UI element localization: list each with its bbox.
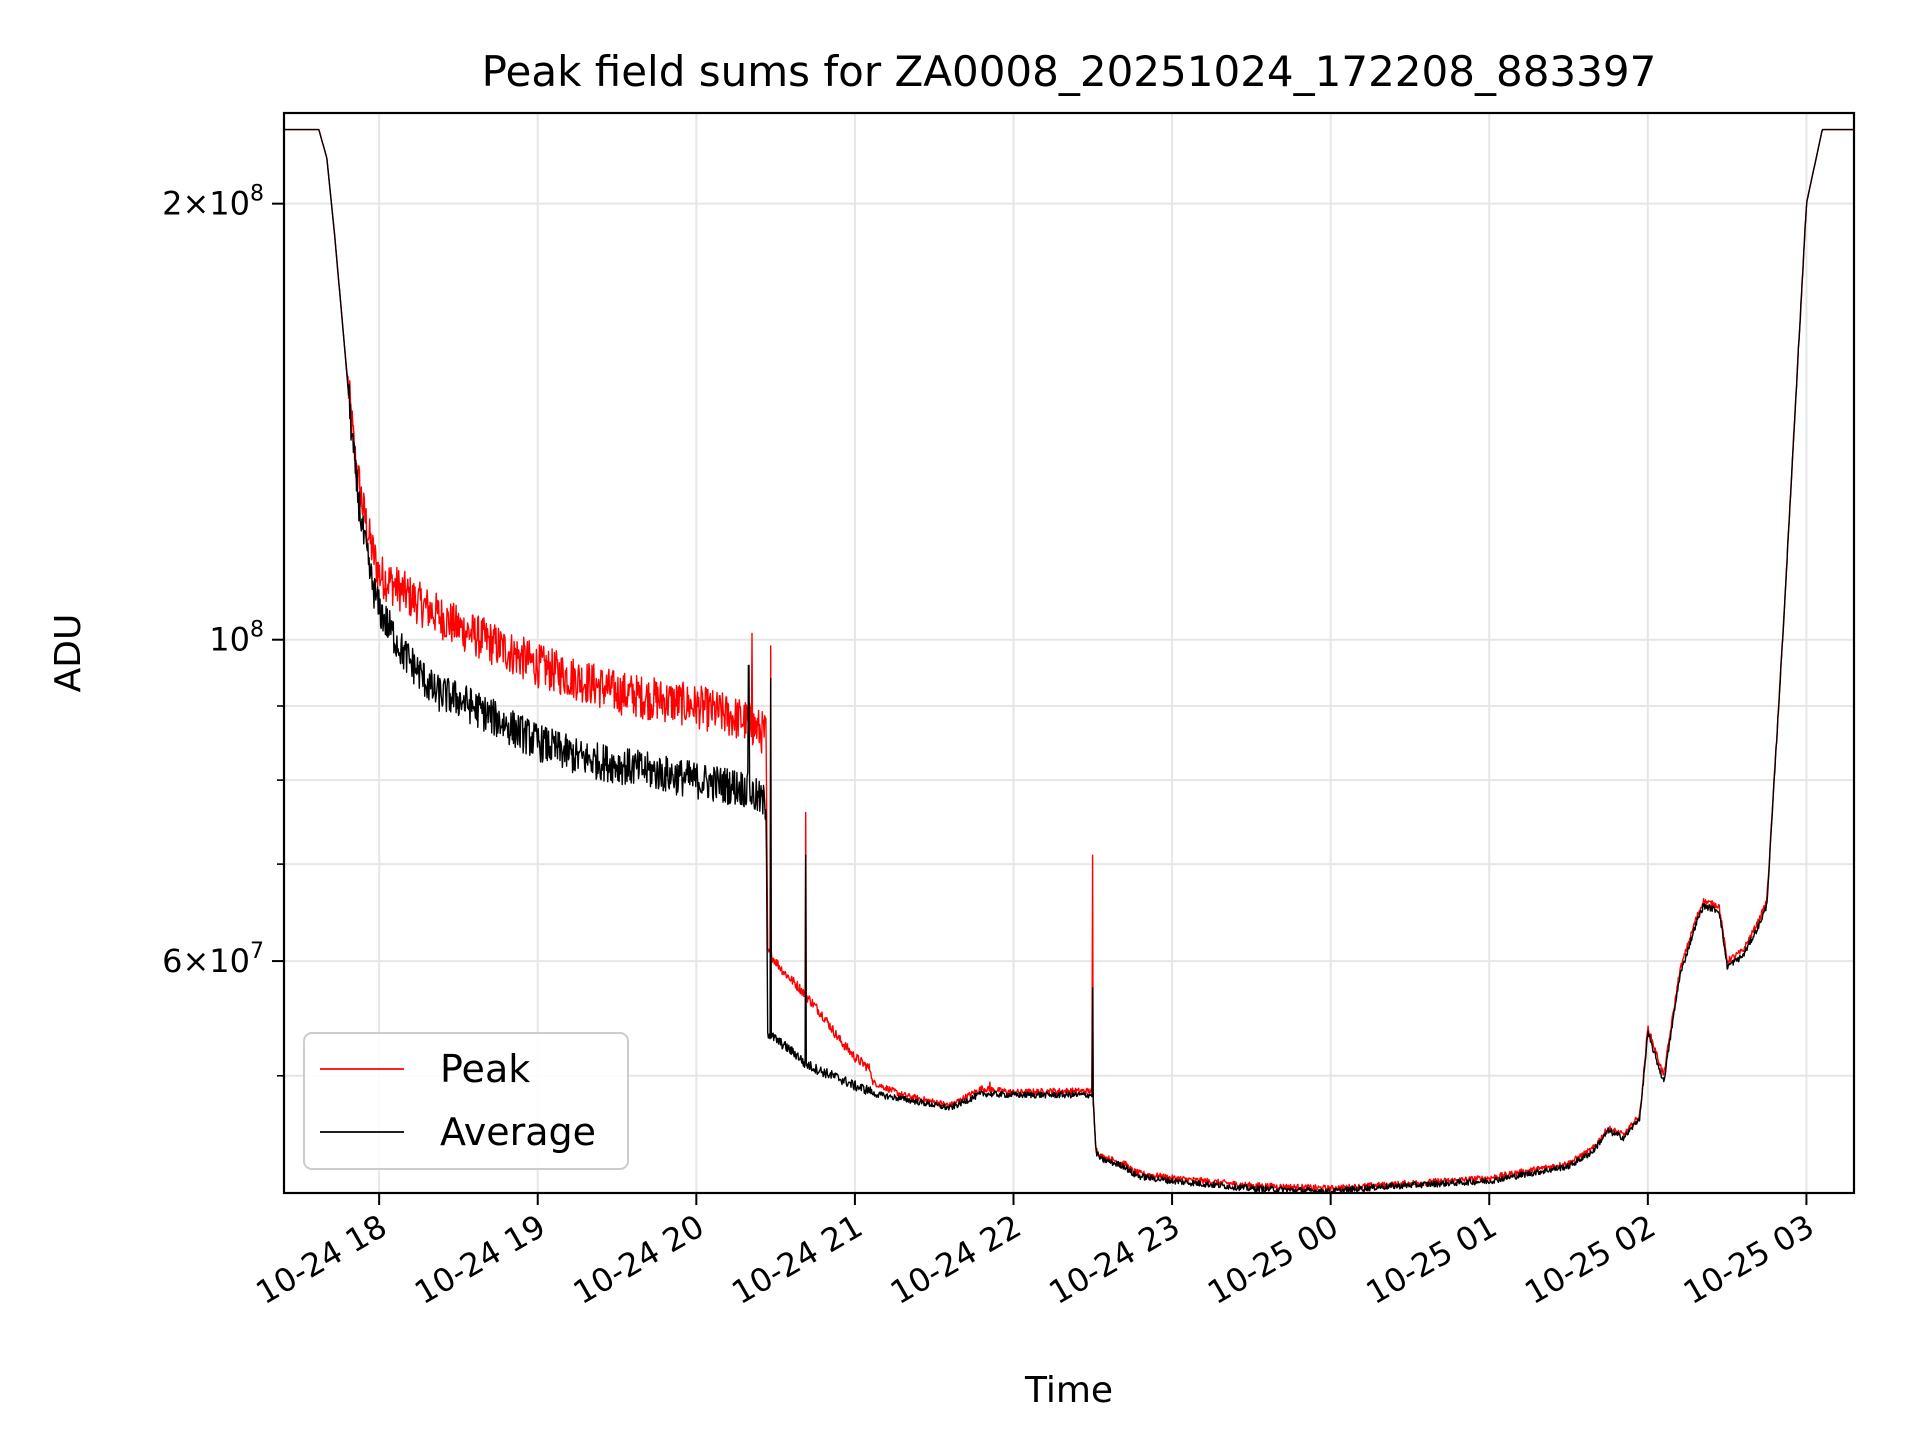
legend-box: [303, 1032, 629, 1170]
series-lines: [283, 128, 1855, 1194]
x-axis-label: Time: [1024, 1370, 1113, 1411]
y-axis-label: ADU: [48, 614, 89, 693]
plot-frame: [282, 111, 1856, 1195]
y-tick-label: 6×107: [162, 939, 264, 980]
series-line-average: [283, 128, 1855, 1194]
gridlines: [284, 113, 1854, 1193]
legend-label-average: Average: [440, 1110, 596, 1154]
chart-title: Peak field sums for ZA0008_20251024_1722…: [482, 47, 1657, 96]
legend: Peak Average: [303, 1032, 629, 1170]
y-tick-label: 2×108: [162, 182, 264, 223]
legend-label-peak: Peak: [440, 1047, 530, 1091]
